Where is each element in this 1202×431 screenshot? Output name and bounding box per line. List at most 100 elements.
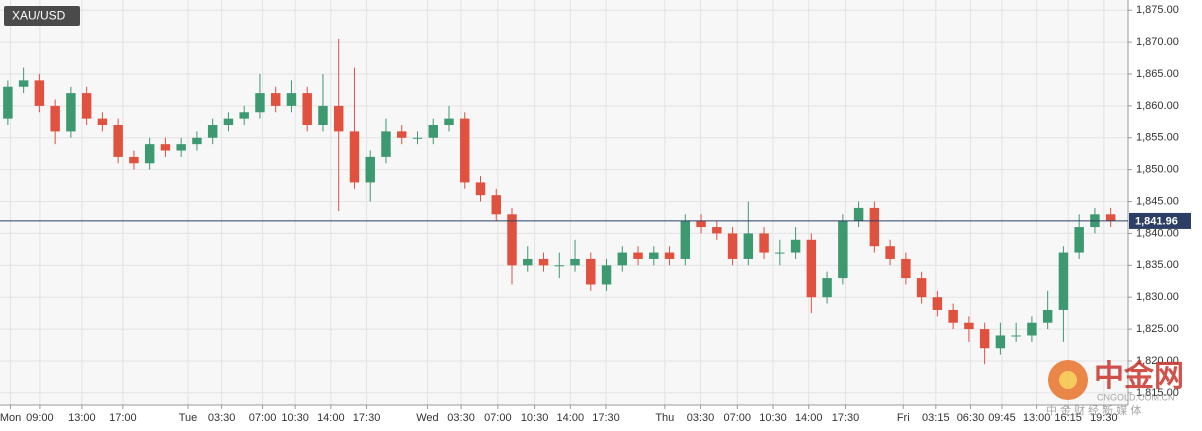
candle-body	[239, 112, 249, 119]
candle-body	[1042, 309, 1053, 323]
candle-body	[1105, 214, 1116, 221]
candle-body	[696, 220, 706, 228]
x-tick-label: 03:30	[687, 412, 715, 424]
candle-body	[633, 252, 643, 259]
candle-body	[255, 93, 265, 113]
y-tick-label: 1,860.00	[1136, 100, 1179, 112]
candle-body	[759, 233, 769, 253]
x-tick-label: Wed	[416, 412, 438, 424]
candle-body	[1011, 335, 1021, 337]
x-tick-label: 03:30	[208, 412, 236, 424]
candle-body	[270, 93, 281, 106]
x-tick-label: Fri	[897, 412, 910, 424]
plot-background	[0, 0, 1128, 405]
candle-body	[586, 258, 596, 285]
candle-body	[223, 118, 234, 126]
x-tick-label: 14:00	[557, 412, 585, 424]
candle-body	[192, 137, 202, 145]
candle-body	[617, 252, 628, 266]
candle-body	[475, 182, 486, 196]
y-tick-label: 1,815.00	[1136, 387, 1179, 399]
candle-body	[727, 233, 738, 259]
candle-body	[113, 125, 123, 157]
y-tick-label: 1,835.00	[1136, 259, 1179, 271]
watermark-brand: 中金网	[1094, 359, 1184, 393]
candle-body	[144, 144, 155, 164]
candle-body	[129, 156, 139, 164]
candle-body	[964, 322, 974, 330]
x-tick-label: 17:30	[592, 412, 620, 424]
symbol-badge	[4, 6, 80, 26]
candle-body	[601, 265, 612, 285]
candle-body	[932, 297, 943, 310]
candle-body	[50, 105, 60, 132]
candle-body	[3, 86, 13, 119]
candle-body	[18, 80, 29, 87]
candle-body	[460, 118, 470, 183]
x-tick-label: Thu	[655, 412, 674, 424]
x-tick-label: 09:00	[26, 412, 54, 424]
candle-body	[1027, 322, 1037, 336]
watermark: 中金网 CNGOLD.COM.CN 中 金 财 经 新 媒 体	[1046, 359, 1184, 417]
candle-body	[207, 125, 218, 138]
candle-body	[160, 144, 171, 151]
y-tick-label: 1,830.00	[1136, 291, 1179, 303]
x-tick-label: 10:30	[759, 412, 787, 424]
y-tick-label: 1,845.00	[1136, 195, 1179, 207]
x-tick-label: 16:15	[1054, 412, 1082, 424]
candle-body	[869, 207, 880, 247]
y-tick-label: 1,870.00	[1136, 36, 1179, 48]
candle-body	[538, 258, 549, 266]
watermark-slogan: 中 金 财 经 新 媒 体	[1046, 403, 1141, 417]
candle-body	[775, 252, 785, 254]
candle-body	[412, 137, 423, 139]
candle-body	[365, 156, 375, 183]
candle-body	[444, 118, 454, 126]
current-price-badge	[1129, 212, 1191, 229]
x-tick-label: 07:00	[724, 412, 752, 424]
y-tick-label: 1,875.00	[1136, 4, 1179, 16]
x-tick-label: 17:30	[832, 412, 860, 424]
candle-body	[523, 258, 533, 266]
candle-body	[176, 144, 186, 151]
y-tick-label: 1,850.00	[1136, 164, 1179, 176]
candle-body	[349, 131, 360, 183]
candle-body	[948, 309, 958, 323]
y-tick-label: 1,820.00	[1136, 355, 1179, 367]
candle-body	[81, 93, 92, 119]
watermark-domain: CNGOLD.COM.CN	[1097, 392, 1175, 402]
candle-body	[838, 220, 848, 279]
candle-body	[507, 214, 517, 266]
x-tick-label: 10:30	[281, 412, 309, 424]
candle-body	[1074, 227, 1084, 253]
candle-body	[333, 105, 344, 132]
candle-body	[806, 239, 817, 298]
x-tick-label: 10:30	[521, 412, 549, 424]
candle-body	[790, 239, 801, 253]
candle-body	[97, 118, 108, 126]
candle-body	[995, 335, 1006, 349]
y-tick-label: 1,855.00	[1136, 132, 1179, 144]
candle-body	[302, 93, 312, 126]
candle-body	[979, 329, 990, 349]
chart-title: XAU/USD	[12, 9, 66, 23]
candle-body	[822, 278, 832, 298]
candle-body	[397, 131, 407, 138]
candle-body	[381, 131, 391, 157]
y-tick-label: 1,825.00	[1136, 323, 1179, 335]
x-tick-label: 13:00	[1023, 412, 1051, 424]
candle-body	[901, 258, 911, 279]
current-price-label: 1,841.96	[1135, 215, 1178, 227]
candle-body	[34, 80, 45, 106]
candle-body	[554, 265, 564, 267]
candle-body	[743, 233, 754, 259]
candles	[3, 38, 1116, 365]
axes: 1,815.00 1,820.00 1,825.00 1,830.00 1,835.00…	[0, 4, 1191, 424]
y-tick-label: 1,865.00	[1136, 68, 1179, 80]
x-tick-label: 14:00	[317, 412, 345, 424]
candle-body	[491, 195, 501, 215]
x-tick-label: 13:00	[68, 412, 96, 424]
y-tick-label: 1,840.00	[1136, 227, 1179, 239]
